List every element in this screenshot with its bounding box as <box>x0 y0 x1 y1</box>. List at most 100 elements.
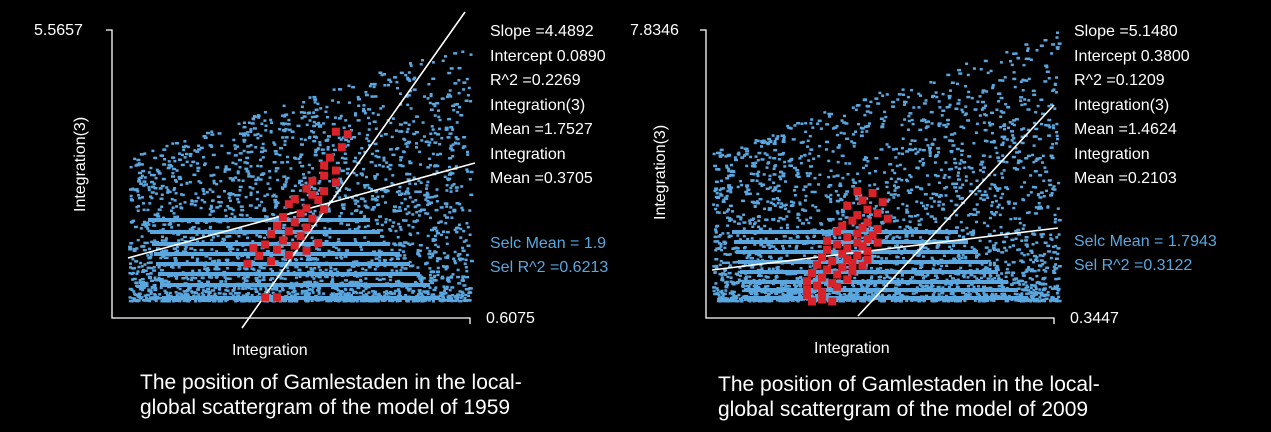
data-point <box>1045 189 1048 193</box>
data-point <box>802 188 806 191</box>
data-point <box>918 148 922 151</box>
data-point <box>354 220 359 224</box>
data-point <box>424 212 428 215</box>
data-point <box>994 211 998 214</box>
data-point <box>309 267 313 270</box>
data-point <box>349 137 353 141</box>
data-point <box>244 287 248 290</box>
data-point <box>361 267 365 270</box>
data-point <box>150 191 155 194</box>
data-point <box>884 181 889 184</box>
data-point <box>840 119 844 122</box>
data-point <box>836 292 841 295</box>
data-point <box>282 122 287 125</box>
data-point <box>426 180 430 184</box>
data-point <box>991 83 995 87</box>
data-point <box>135 163 140 166</box>
data-point <box>889 268 893 271</box>
data-point <box>129 194 133 198</box>
data-point <box>310 185 314 188</box>
data-point <box>223 276 227 279</box>
data-point <box>937 298 940 302</box>
data-point <box>932 217 937 220</box>
data-point <box>339 289 344 293</box>
data-point <box>299 153 304 156</box>
data-point <box>185 276 189 279</box>
data-point <box>405 286 409 289</box>
data-point <box>923 246 928 249</box>
data-point <box>803 209 808 212</box>
data-point <box>457 91 461 95</box>
data-point <box>354 114 357 117</box>
data-point <box>139 261 143 265</box>
data-point <box>997 156 1001 159</box>
data-point <box>380 223 384 227</box>
data-point <box>945 294 948 298</box>
data-point <box>885 143 889 146</box>
data-point <box>165 144 169 148</box>
data-point <box>790 262 794 266</box>
data-point <box>903 103 906 106</box>
data-point <box>1049 154 1054 157</box>
data-point <box>446 298 451 302</box>
data-point <box>284 258 288 261</box>
data-point <box>967 293 972 296</box>
data-point <box>189 164 193 167</box>
data-point <box>174 178 177 182</box>
data-point <box>981 106 986 110</box>
data-point <box>153 276 157 279</box>
data-point <box>332 148 337 152</box>
data-point <box>170 209 173 212</box>
data-point <box>920 201 923 205</box>
data-point <box>357 98 361 101</box>
data-point <box>173 215 177 219</box>
data-point <box>984 114 988 117</box>
data-point <box>408 79 412 82</box>
data-point <box>742 227 746 230</box>
data-point <box>451 128 455 131</box>
data-point <box>1000 285 1004 288</box>
data-point <box>370 198 375 201</box>
data-point <box>1025 299 1029 302</box>
data-point <box>896 194 900 197</box>
data-point <box>304 289 308 293</box>
data-point <box>1006 271 1011 274</box>
data-point <box>922 277 925 280</box>
data-point <box>866 215 871 218</box>
data-point <box>974 192 978 196</box>
data-point <box>254 182 258 185</box>
data-point <box>1022 283 1026 286</box>
data-point <box>835 124 839 128</box>
data-point <box>982 166 987 169</box>
data-point <box>394 280 398 283</box>
selection-point <box>296 232 305 241</box>
data-point <box>989 69 993 73</box>
data-point <box>1030 283 1034 287</box>
data-point <box>759 243 764 247</box>
data-point <box>167 285 172 289</box>
data-point <box>918 283 922 287</box>
data-point <box>417 190 422 193</box>
data-point <box>773 186 778 189</box>
slope-stat: Slope =4.4892 <box>490 23 594 40</box>
data-point <box>331 286 335 290</box>
data-point <box>236 248 240 251</box>
data-point <box>809 122 813 125</box>
data-point <box>907 119 911 123</box>
data-point <box>384 221 388 224</box>
data-point <box>937 122 942 125</box>
data-point <box>300 164 305 168</box>
data-point <box>841 176 845 180</box>
data-point <box>245 292 250 296</box>
data-point <box>261 266 266 270</box>
data-point <box>374 164 378 167</box>
data-point <box>968 190 973 193</box>
data-point <box>845 137 850 140</box>
data-point <box>448 157 453 160</box>
data-point <box>366 133 369 137</box>
data-point <box>724 289 728 292</box>
data-point <box>984 104 988 107</box>
data-point <box>368 122 372 125</box>
data-point <box>183 156 187 159</box>
data-point <box>736 247 740 250</box>
